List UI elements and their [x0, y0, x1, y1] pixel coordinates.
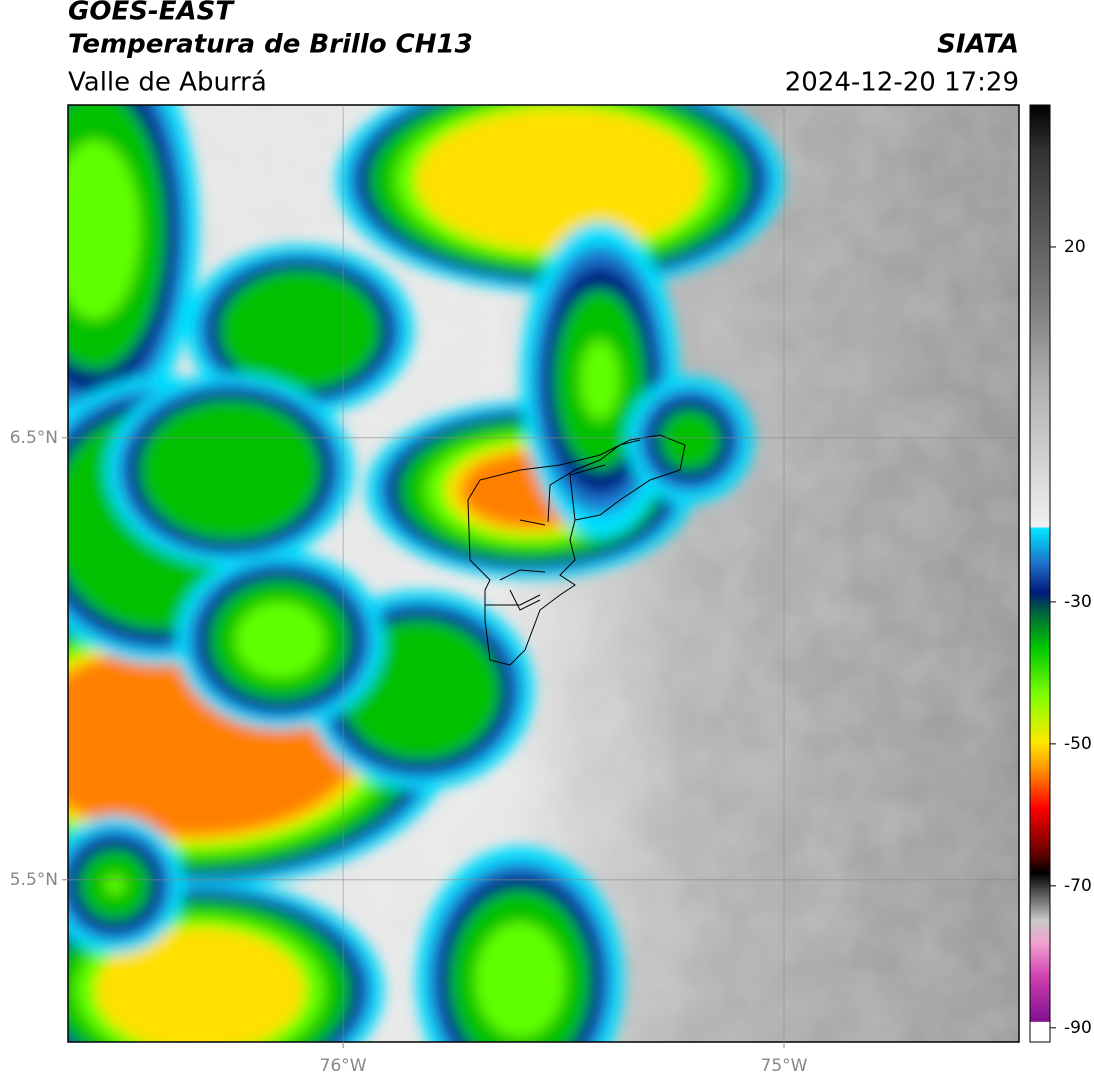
colorbar	[1029, 104, 1051, 1043]
source: SIATA	[937, 30, 1019, 60]
cloud-region	[415, 107, 705, 253]
cloud-region	[95, 927, 305, 1042]
cloud-region	[660, 410, 720, 470]
x-tick-label: 76°W	[320, 1056, 367, 1076]
municipal-boundaries	[467, 434, 686, 666]
region: Valle de Aburrá	[68, 68, 267, 98]
colorbar-tick-label: -50	[1064, 734, 1092, 754]
colorbar-tick-label: -90	[1064, 1018, 1092, 1038]
timestamp: 2024-12-20 17:29	[785, 68, 1019, 98]
cloud-region	[475, 922, 565, 1038]
x-tick-label: 75°W	[761, 1056, 808, 1076]
colorbar-tick-label: -70	[1064, 876, 1092, 896]
subtitle: Temperatura de Brillo CH13	[68, 30, 473, 60]
y-tick-label: 5.5°N	[10, 870, 58, 890]
title: GOES-EAST	[68, 0, 235, 27]
map-frame	[67, 104, 1020, 1043]
y-tick-label: 6.5°N	[10, 428, 58, 448]
colorbar-tick-label: -30	[1064, 592, 1092, 612]
cloud-region	[105, 875, 125, 895]
cloud-region	[580, 340, 620, 420]
cloud-region	[68, 140, 140, 320]
colorbar-tick-label: 20	[1064, 237, 1086, 257]
cloud-region	[220, 270, 380, 390]
satellite-image	[68, 105, 1019, 1042]
cloud-region	[140, 400, 320, 540]
cloud-region	[235, 601, 325, 679]
